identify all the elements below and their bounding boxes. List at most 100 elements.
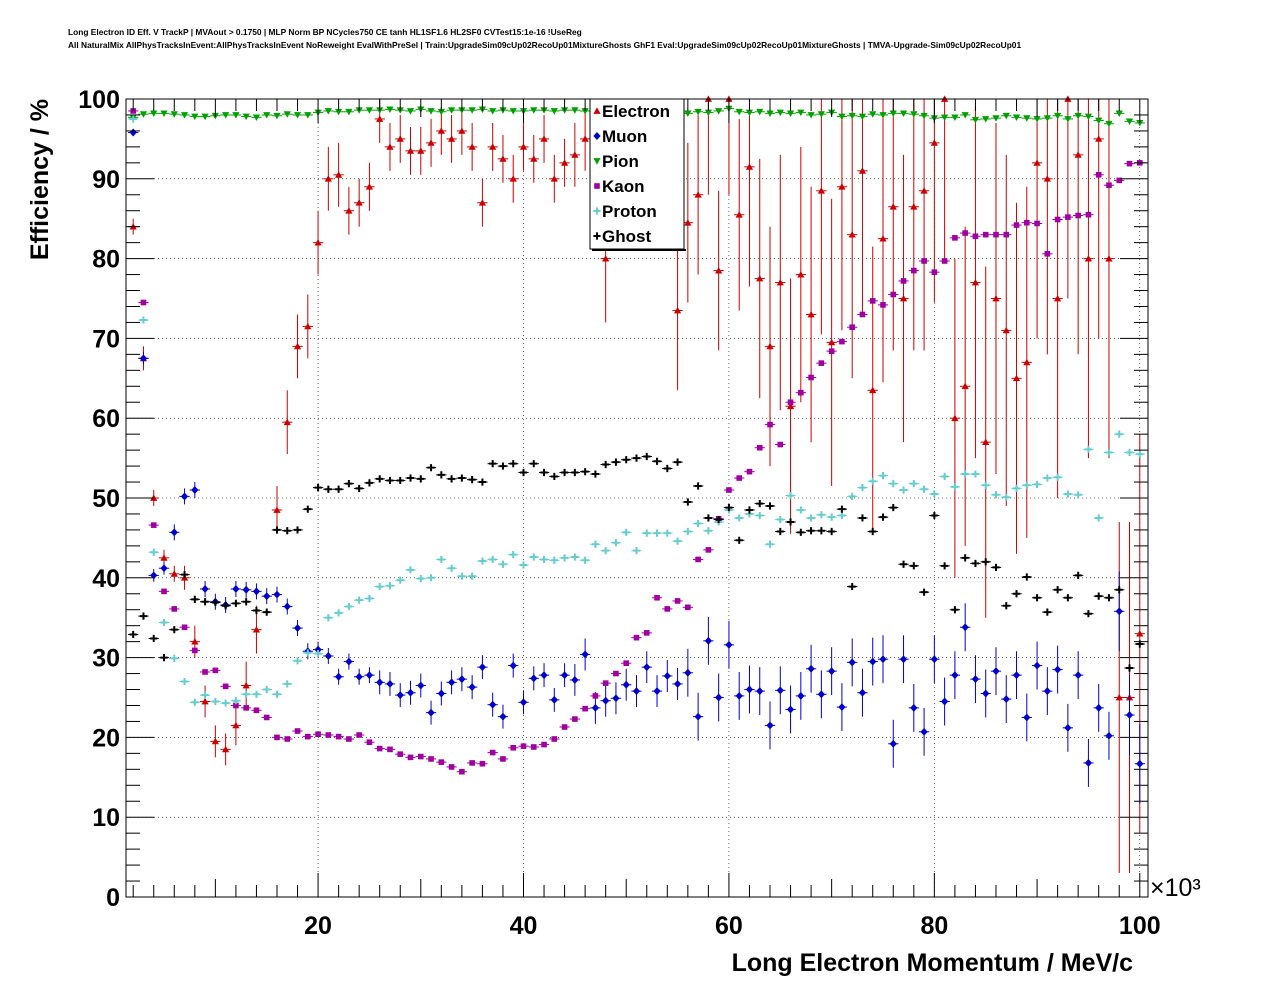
data-point (448, 107, 456, 114)
data-point (212, 667, 219, 674)
data-point (273, 690, 281, 698)
data-point (540, 135, 548, 142)
data-point (293, 526, 302, 534)
data-point (776, 527, 784, 536)
data-point (612, 539, 620, 547)
data-point (314, 645, 322, 654)
data-point (962, 230, 968, 236)
data-point (1125, 664, 1134, 672)
data-point (499, 712, 507, 721)
data-point (684, 110, 692, 117)
data-point (663, 671, 671, 680)
y-tick-label: 0 (106, 884, 120, 912)
data-point (787, 399, 794, 406)
data-point (1065, 214, 1071, 220)
data-point (448, 678, 456, 687)
data-point (242, 598, 250, 606)
series-kaon (128, 108, 1145, 775)
legend-marker-electron (593, 107, 601, 114)
data-point (324, 485, 332, 493)
data-point (386, 582, 394, 590)
data-point (602, 255, 610, 262)
data-point (201, 598, 209, 606)
data-point (889, 503, 897, 512)
data-point (489, 108, 497, 115)
data-point (304, 322, 312, 330)
data-point (982, 438, 990, 446)
legend: Electron Muon Pion Kaon Proton Ghost (589, 98, 686, 251)
data-point (889, 203, 897, 210)
data-point (417, 681, 425, 690)
data-point (807, 664, 815, 673)
data-point (745, 109, 754, 117)
data-point (735, 691, 743, 700)
data-point (961, 623, 969, 632)
data-point (725, 503, 733, 512)
data-point (828, 667, 836, 676)
data-point (448, 135, 456, 142)
data-point (242, 690, 250, 698)
data-point (129, 115, 137, 123)
data-point (1033, 661, 1041, 670)
data-point (725, 640, 733, 649)
data-point (232, 721, 240, 729)
data-point (951, 414, 959, 422)
data-point (828, 338, 836, 346)
data-point (314, 239, 322, 246)
data-point (478, 557, 487, 565)
data-point (982, 231, 989, 238)
data-point (315, 731, 321, 738)
series-ghost (128, 452, 1145, 672)
data-point (428, 756, 434, 762)
data-point (1095, 172, 1102, 178)
data-point (786, 518, 795, 526)
data-point (406, 688, 415, 697)
data-point (263, 112, 271, 119)
data-point (201, 691, 209, 699)
data-point (1012, 671, 1021, 680)
data-point (982, 481, 990, 489)
series-proton (128, 115, 1145, 707)
data-point (1136, 120, 1144, 127)
data-point (397, 751, 404, 757)
data-point (519, 561, 528, 569)
data-point (160, 564, 168, 573)
legend-box (589, 98, 685, 250)
y-axis-label: Efficiency / % (26, 99, 54, 260)
data-point (899, 560, 908, 568)
data-point (766, 540, 774, 548)
data-point (900, 278, 907, 284)
data-point (776, 109, 784, 117)
data-point (294, 728, 301, 734)
data-point (139, 354, 148, 363)
data-point (766, 110, 774, 117)
data-point (386, 106, 394, 113)
data-point (355, 199, 363, 206)
data-point (376, 678, 384, 687)
data-point (1033, 480, 1041, 489)
data-point (427, 708, 435, 717)
data-point (232, 697, 240, 705)
data-point (293, 342, 302, 350)
data-point (550, 175, 558, 182)
data-point (817, 111, 825, 118)
data-point (869, 386, 877, 394)
data-point (1116, 177, 1123, 184)
data-point (602, 696, 610, 705)
data-point (489, 143, 497, 150)
data-point (1043, 474, 1051, 482)
data-point (273, 590, 281, 599)
data-point (160, 618, 168, 627)
data-point (880, 302, 886, 308)
data-point (540, 468, 548, 477)
data-point (560, 468, 569, 477)
data-point (632, 454, 641, 462)
data-point (694, 482, 702, 490)
data-point (150, 522, 157, 528)
data-point (345, 657, 353, 666)
data-point (664, 606, 671, 612)
data-point (910, 703, 918, 712)
data-point (961, 554, 969, 562)
data-point (735, 211, 743, 218)
legend-label-proton: Proton (602, 202, 657, 221)
